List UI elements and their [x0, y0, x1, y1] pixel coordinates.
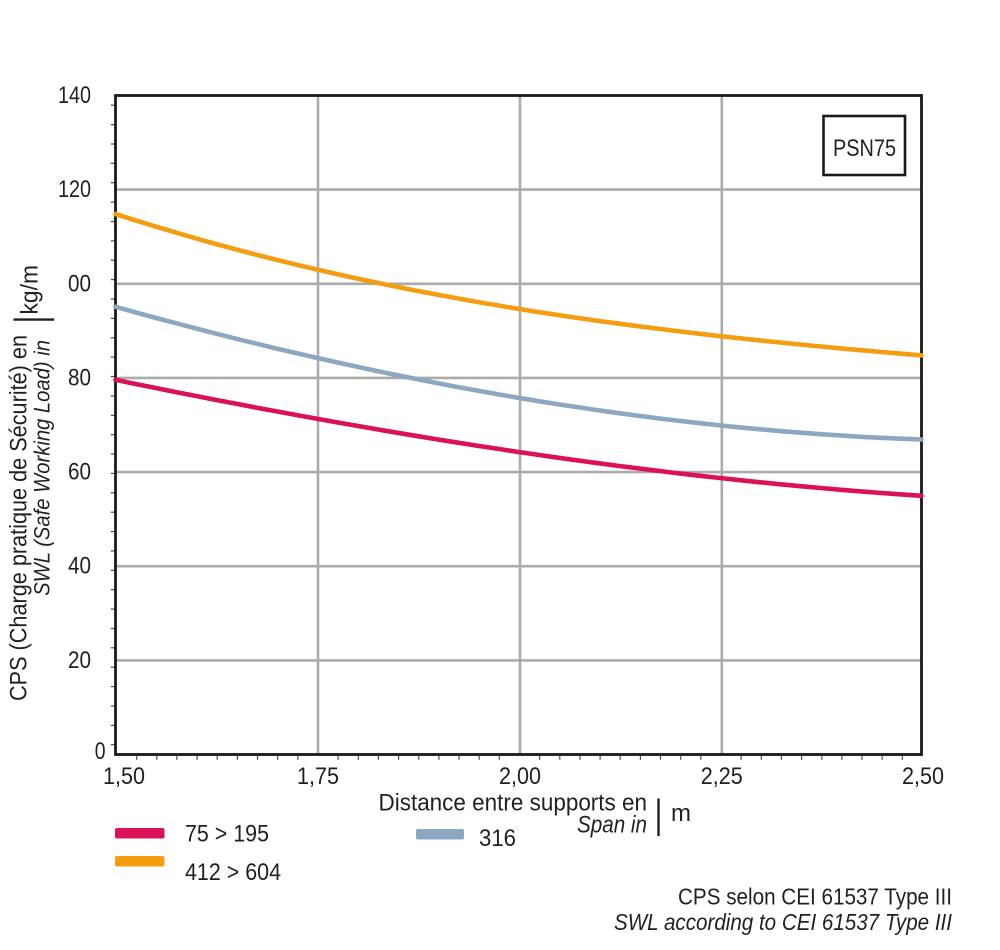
svg-text:60: 60 — [68, 459, 91, 486]
svg-text:75 > 195: 75 > 195 — [185, 820, 269, 847]
svg-text:SWL according to CEI 61537 Typ: SWL according to CEI 61537 Type III — [614, 909, 952, 935]
svg-text:120: 120 — [58, 176, 91, 203]
svg-text:PSN75: PSN75 — [833, 135, 896, 162]
svg-text:2,50: 2,50 — [902, 763, 944, 790]
svg-text:20: 20 — [68, 647, 91, 674]
svg-text:CPS selon CEI 61537 Type III: CPS selon CEI 61537 Type III — [678, 884, 952, 910]
svg-text:40: 40 — [68, 553, 91, 580]
svg-text:2,25: 2,25 — [701, 763, 743, 790]
svg-text:1,50: 1,50 — [103, 763, 145, 790]
svg-text:412 > 604: 412 > 604 — [185, 859, 281, 886]
svg-text:140: 140 — [58, 82, 91, 109]
svg-text:1,75: 1,75 — [297, 763, 339, 790]
svg-text:Span in: Span in — [577, 812, 647, 839]
svg-text:kg/m: kg/m — [17, 265, 44, 315]
svg-text:00: 00 — [68, 270, 91, 297]
svg-text:0: 0 — [95, 738, 106, 765]
svg-text:CPS (Charge pratique de Sécuri: CPS (Charge pratique de Sécurité) en — [6, 335, 33, 701]
svg-text:2,00: 2,00 — [499, 763, 541, 790]
svg-text:Distance entre supports en: Distance entre supports en — [379, 790, 648, 817]
svg-text:80: 80 — [68, 364, 91, 391]
svg-text:316: 316 — [479, 825, 516, 852]
svg-text:SWL (Safe Working Load) in: SWL (Safe Working Load) in — [31, 340, 55, 596]
svg-text:m: m — [671, 800, 691, 827]
